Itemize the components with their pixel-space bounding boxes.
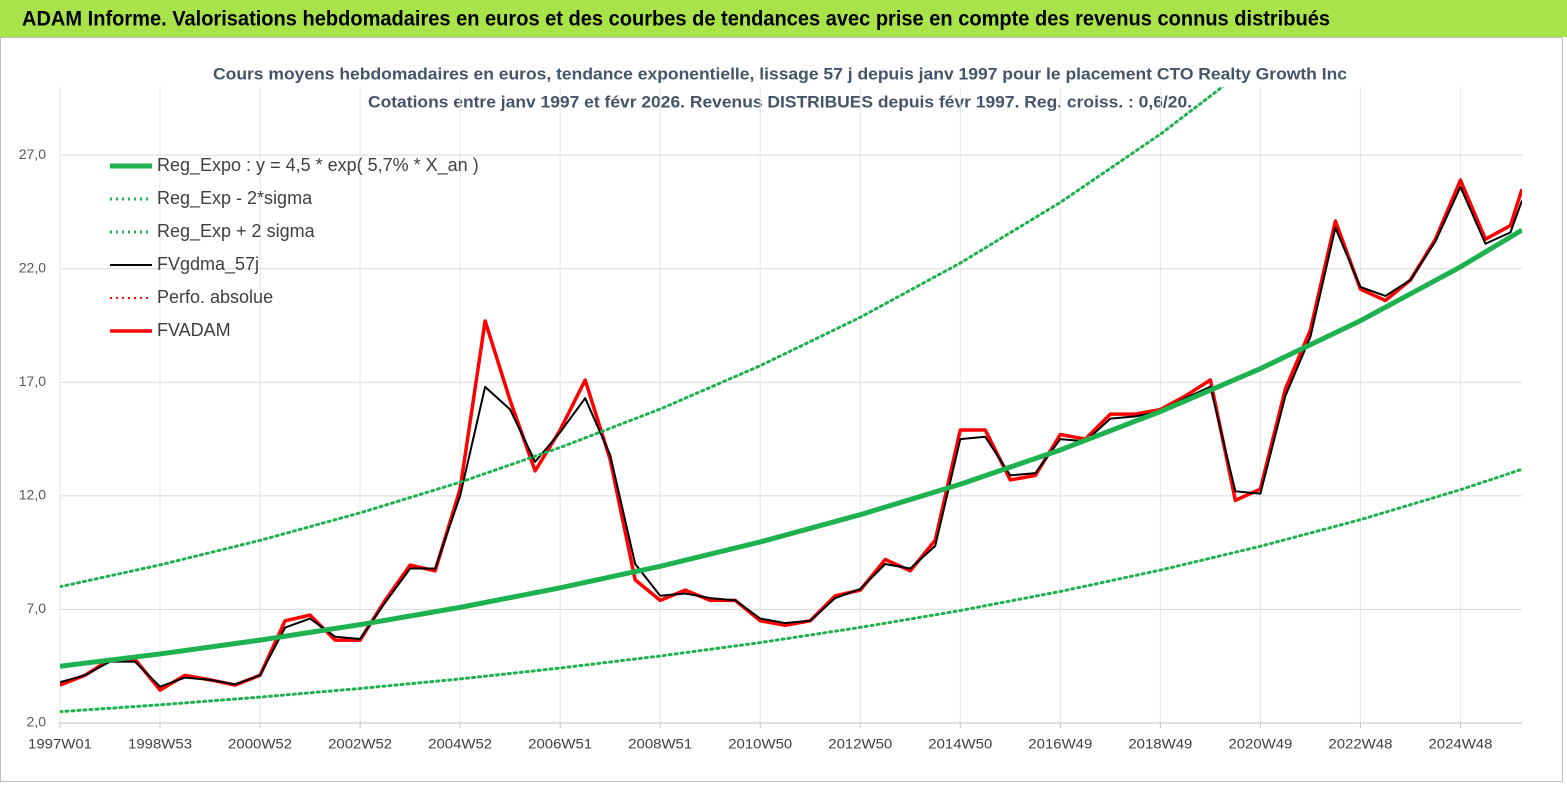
legend-label: Perfo. absolue <box>157 287 273 307</box>
y-tick-label: 17,0 <box>19 373 46 389</box>
series-line <box>60 467 1522 714</box>
x-tick-label: 2008W51 <box>628 736 692 752</box>
x-tick-label: 2010W50 <box>728 736 792 752</box>
legend: Reg_Expo : y = 4,5 * exp( 5,7% * X_an ) R… <box>110 155 479 340</box>
header-bar <box>0 0 1567 37</box>
series-line <box>60 87 1225 589</box>
y-tick-label: 7,0 <box>27 600 47 616</box>
x-tick-label: 1997W01 <box>28 736 92 752</box>
grid: 2,0 7,0 12,0 17,0 22,0 27,0 1997W01 1998W53 2000… <box>19 87 1522 752</box>
y-tick-label: 22,0 <box>19 259 46 275</box>
chart-subtitle: Cotations entre janv 1997 et févr 2026. … <box>368 92 1192 111</box>
x-tick-label: 2016W49 <box>1028 736 1092 752</box>
y-tick-label: 12,0 <box>19 487 46 503</box>
chart-subtitle: Cours moyens hebdomadaires en euros, ten… <box>213 64 1347 83</box>
legend-label: Reg_Exp + 2 sigma <box>157 221 316 242</box>
x-tick-label: 1998W53 <box>128 736 192 752</box>
x-tick-label: 2006W51 <box>528 736 592 752</box>
x-tick-label: 2002W52 <box>328 736 392 752</box>
x-tick-label: 2018W49 <box>1128 736 1192 752</box>
series-line <box>60 227 1522 669</box>
legend-label: FVgdma_57j <box>157 254 259 275</box>
plot-area <box>60 87 1522 714</box>
y-tick-label: 27,0 <box>19 146 46 162</box>
x-tick-label: 2004W52 <box>428 736 492 752</box>
y-tick-label: 2,0 <box>27 714 47 730</box>
x-tick-label: 2000W52 <box>228 736 292 752</box>
legend-label: FVADAM <box>157 320 231 340</box>
header-title: ADAM Informe. Valorisations hebdomadaire… <box>22 8 1330 31</box>
x-tick-label: 2022W48 <box>1328 736 1392 752</box>
series-line <box>60 178 1522 692</box>
x-tick-label: 2012W50 <box>828 736 892 752</box>
x-tick-label: 2024W48 <box>1428 736 1492 752</box>
series-line <box>60 185 1522 688</box>
legend-label: Reg_Expo : y = 4,5 * exp( 5,7% * X_an ) <box>157 155 479 176</box>
x-tick-label: 2020W49 <box>1228 736 1292 752</box>
chart-frame <box>0 37 1563 782</box>
legend-label: Reg_Exp - 2*sigma <box>157 188 313 209</box>
x-tick-label: 2014W50 <box>928 736 992 752</box>
